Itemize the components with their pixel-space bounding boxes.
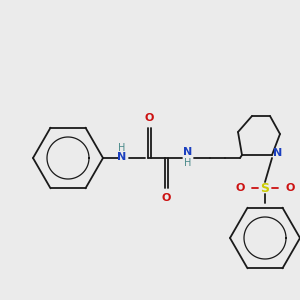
Text: N: N: [117, 152, 127, 162]
Text: H: H: [118, 143, 126, 153]
Text: O: O: [144, 113, 154, 123]
Text: O: O: [285, 183, 295, 193]
Text: H: H: [184, 158, 192, 168]
Text: S: S: [260, 182, 269, 194]
Text: N: N: [273, 148, 282, 158]
Text: O: O: [161, 193, 171, 203]
Text: O: O: [235, 183, 245, 193]
Text: N: N: [183, 147, 193, 157]
